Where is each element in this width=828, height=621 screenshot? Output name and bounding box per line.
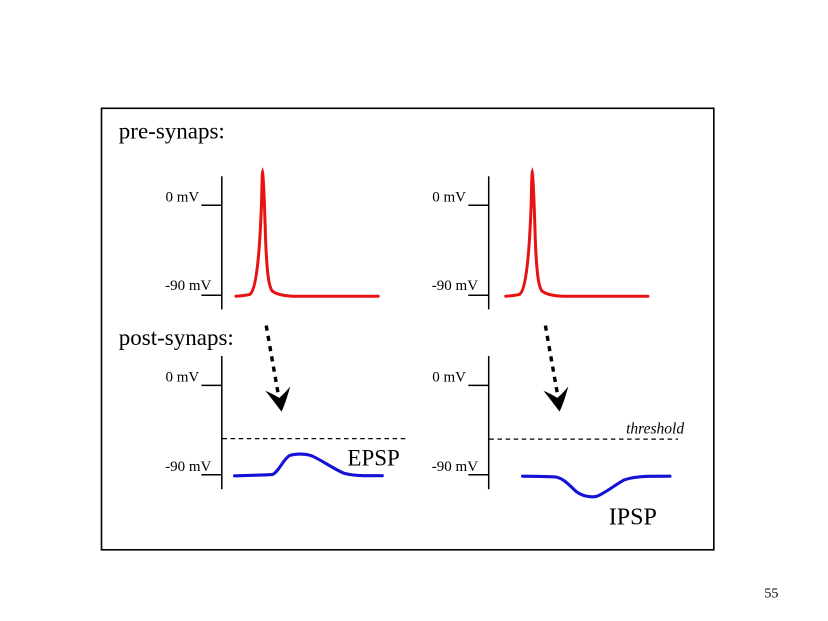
svg-text:0 mV: 0 mV	[166, 190, 200, 206]
svg-text:IPSP: IPSP	[609, 504, 657, 530]
svg-text:-90 mV: -90 mV	[165, 459, 211, 475]
svg-text:-90 mV: -90 mV	[432, 278, 478, 294]
svg-text:EPSP: EPSP	[347, 445, 399, 470]
svg-text:post-synaps:: post-synaps:	[119, 325, 234, 350]
svg-text:pre-synaps:: pre-synaps:	[119, 119, 225, 144]
svg-text:0 mV: 0 mV	[432, 190, 466, 206]
svg-text:-90 mV: -90 mV	[165, 278, 211, 294]
svg-text:55: 55	[764, 586, 778, 601]
svg-text:-90 mV: -90 mV	[432, 459, 478, 475]
svg-text:0 mV: 0 mV	[432, 370, 466, 386]
svg-text:threshold: threshold	[626, 421, 684, 438]
svg-text:0 mV: 0 mV	[166, 370, 200, 386]
